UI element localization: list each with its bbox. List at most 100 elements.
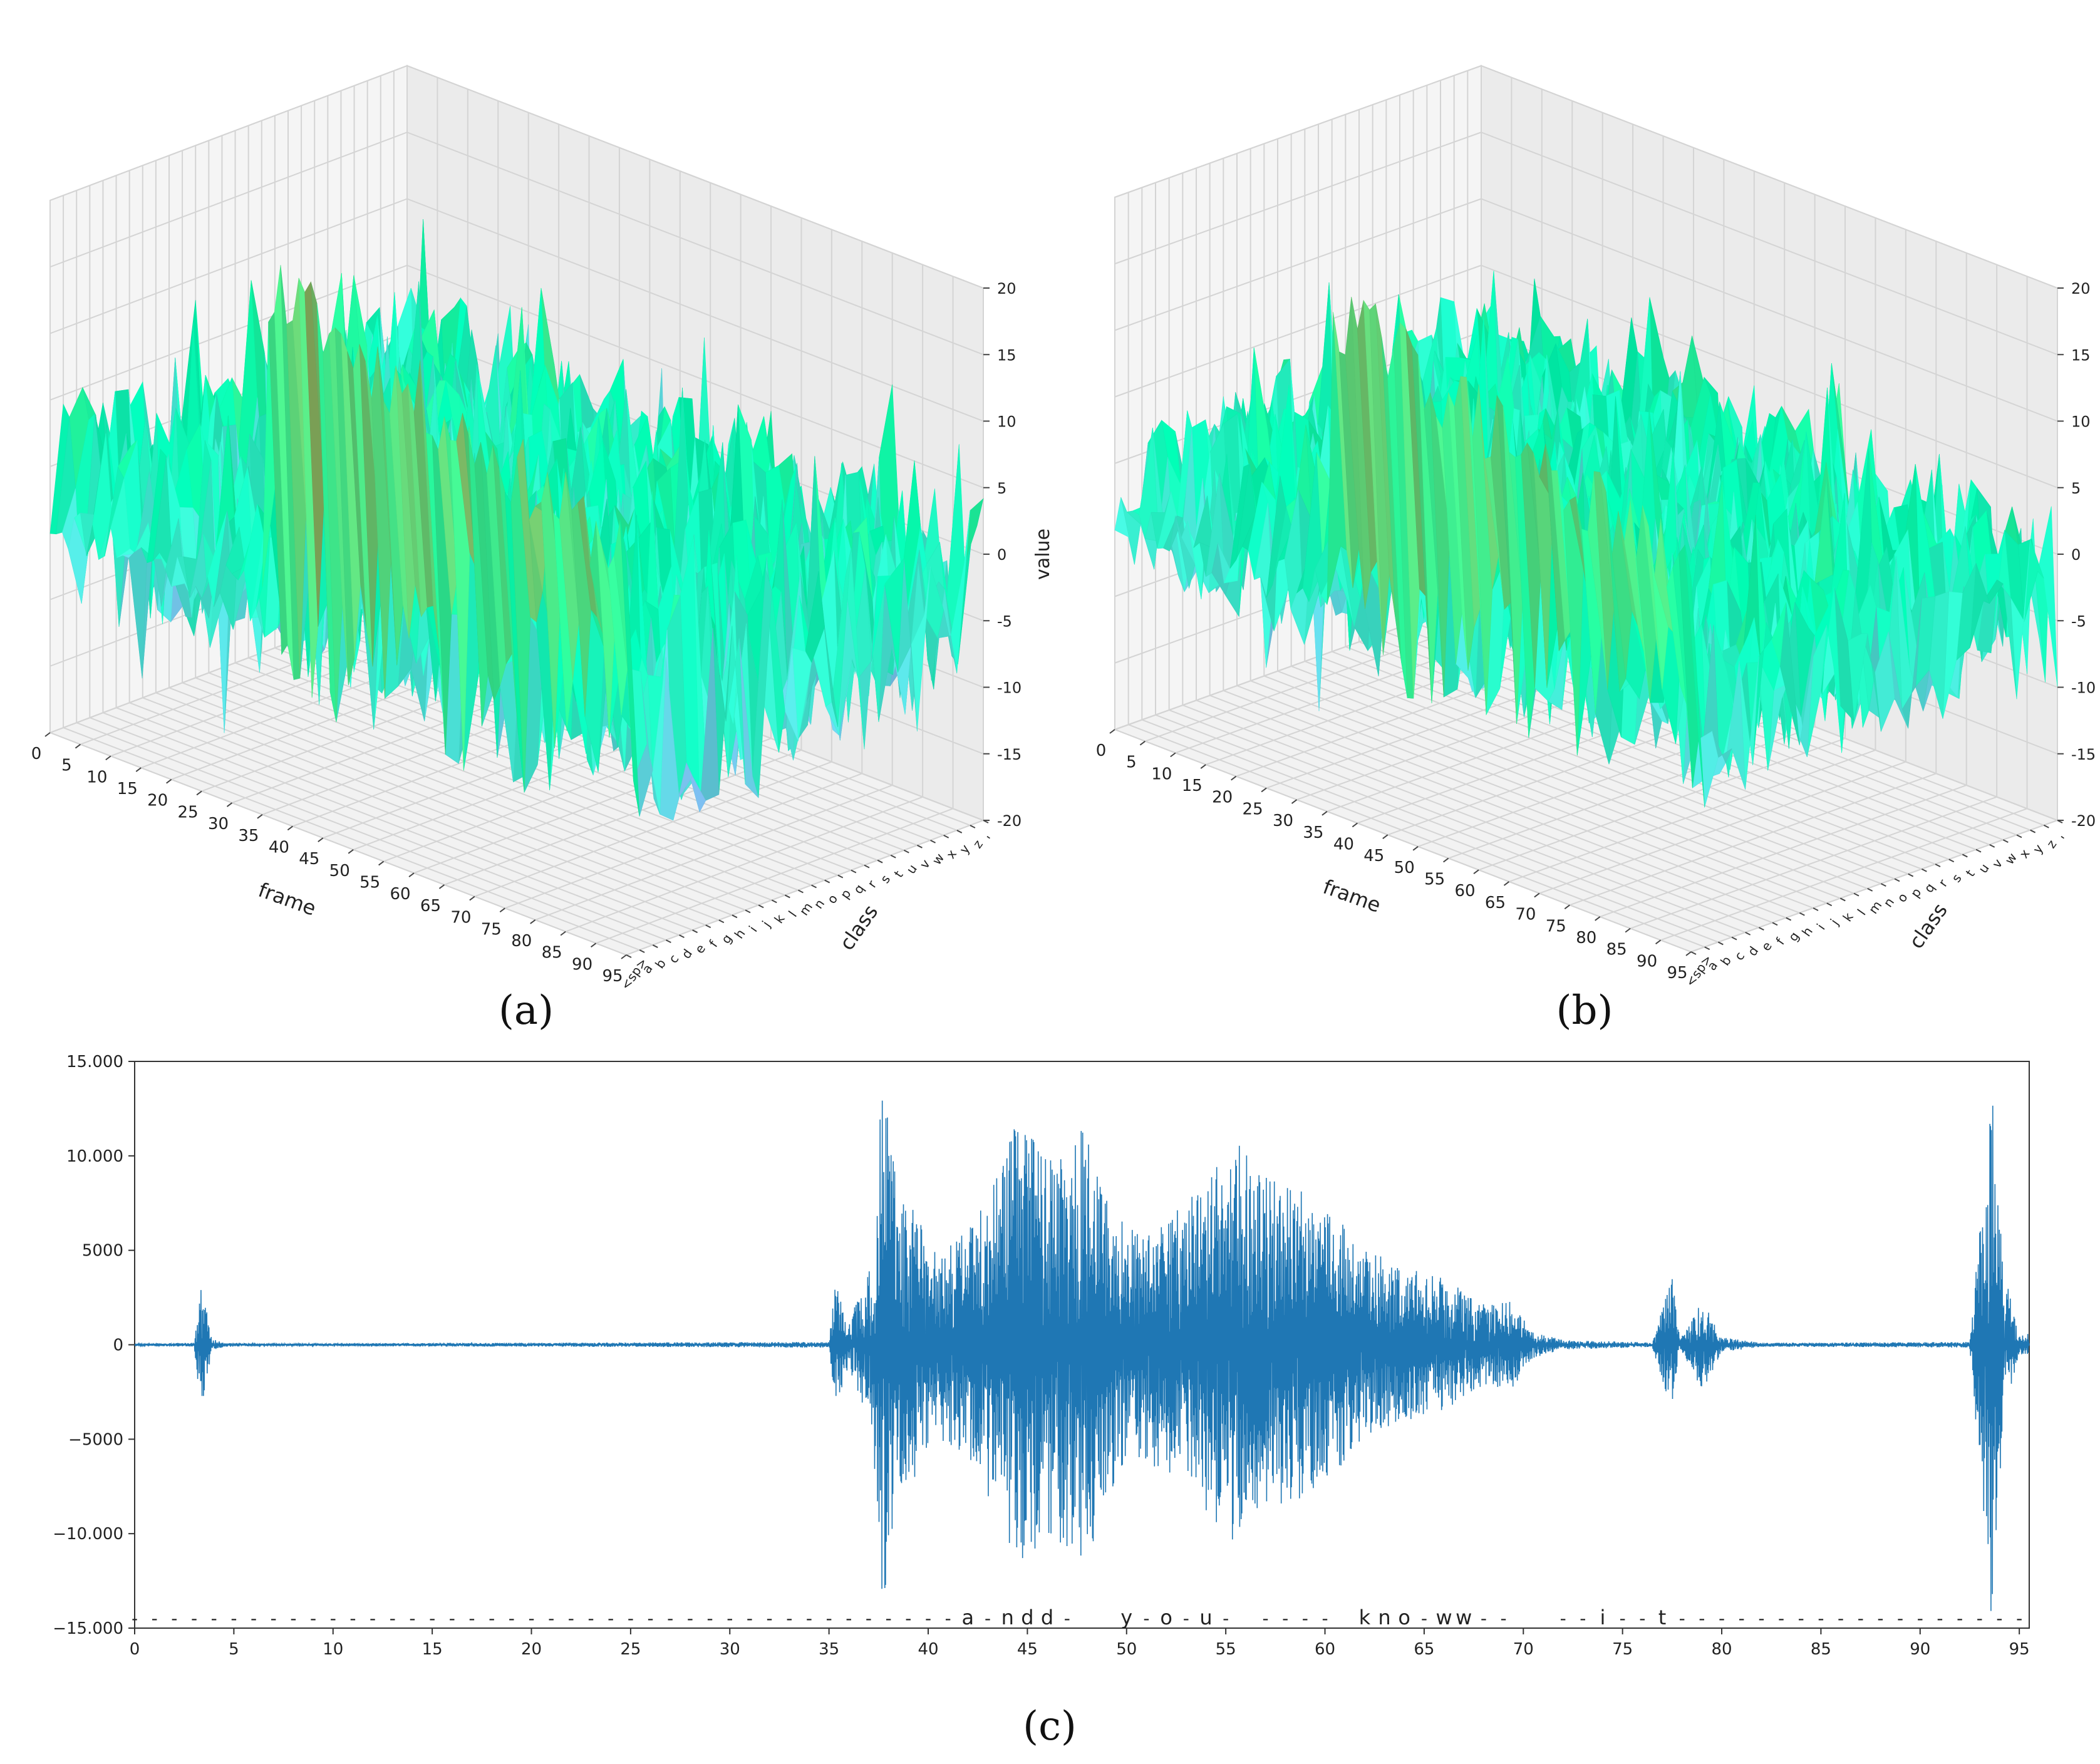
frame-tick-label: 25 (178, 803, 199, 822)
class-tick-label: s (877, 872, 894, 886)
frame-tick (75, 743, 81, 749)
frame-tick (590, 942, 597, 948)
class-tick-label: f (706, 937, 721, 950)
grid-line (49, 732, 627, 956)
frame-tick-label: 70 (450, 909, 471, 927)
frame-tick (621, 954, 627, 959)
frame-tick-label: 75 (481, 920, 502, 939)
frame-tick (408, 872, 415, 878)
frame-tick (44, 732, 51, 737)
class-tick-label: z (970, 837, 986, 851)
frame-tick-label: 60 (390, 885, 411, 904)
frame-tick (530, 919, 536, 924)
grid-line (49, 132, 408, 268)
value-tick-label: 20 (997, 280, 1016, 297)
frame-tick-label: 50 (329, 862, 350, 880)
frame-tick-label: 65 (420, 897, 441, 916)
class-tick (652, 944, 658, 948)
value-tick-label: -10 (997, 679, 1022, 697)
frame-tick-label: 15 (117, 780, 138, 798)
value-tick-label: -20 (997, 812, 1022, 830)
panel-b-surface-plot: 05101520253035404550556065707580859095<s… (1096, 64, 2096, 989)
value-tick-label: 0 (997, 546, 1006, 564)
class-tick (692, 929, 698, 934)
frame-tick-label: 5 (61, 756, 72, 775)
frame-tick-label: 45 (299, 850, 319, 869)
grid-line (222, 667, 799, 891)
value-tick-label: -15 (997, 746, 1022, 763)
grid-line (195, 677, 772, 901)
class-tick (877, 859, 883, 864)
frame-tick (378, 860, 385, 866)
frame-tick (257, 813, 263, 819)
class-tick (758, 904, 764, 909)
panel-a-surface-plot: 05101520253035404550556065707580859095<s… (31, 64, 1054, 993)
value-tick-label: -5 (997, 612, 1012, 630)
value-tick-label: 10 (997, 413, 1016, 431)
value-tick-label: 15 (997, 346, 1016, 364)
frame-tick (287, 825, 293, 831)
surface (49, 219, 984, 821)
class-tick-label: j (758, 918, 773, 930)
frame-axis-label: frame (255, 878, 319, 921)
grid-line (129, 702, 706, 926)
class-tick-label: r (864, 877, 880, 890)
frame-tick-label: 20 (147, 792, 168, 810)
class-tick (771, 899, 777, 904)
grid-line (406, 65, 984, 289)
grid-line (406, 132, 984, 356)
value-tick-label: 5 (997, 480, 1006, 497)
frame-tick-label: 55 (359, 874, 380, 892)
grid-line (155, 692, 733, 916)
class-tick (797, 889, 804, 894)
class-tick (970, 825, 976, 828)
class-tick (705, 924, 711, 929)
class-tick (930, 839, 936, 843)
class-tick-label: i (746, 923, 760, 934)
frame-tick (196, 790, 202, 796)
class-tick (837, 874, 844, 879)
grid-line (596, 808, 953, 944)
grid-line (49, 264, 408, 401)
grid-line (89, 717, 666, 941)
class-tick (851, 869, 857, 874)
grid-line (474, 761, 832, 897)
class-tick (665, 939, 671, 944)
frame-tick (135, 767, 142, 772)
frame-tick (438, 884, 445, 889)
grid-line (168, 687, 746, 911)
grid-line (182, 682, 759, 906)
grid-line (63, 727, 640, 951)
grid-line (49, 65, 408, 201)
grid-line (142, 697, 720, 921)
grid-line (565, 796, 923, 932)
frame-tick (499, 907, 505, 913)
grid-line (406, 198, 984, 422)
frame-tick (560, 931, 566, 936)
class-tick (864, 864, 870, 869)
value-axis-label: value (1032, 529, 1054, 580)
class-tick (956, 830, 963, 833)
class-tick (811, 884, 817, 889)
frame-tick-label: 80 (511, 932, 532, 951)
class-tick (718, 919, 725, 924)
class-tick (903, 849, 909, 854)
class-tick-label: t (891, 868, 906, 880)
class-tick (943, 834, 949, 838)
frame-tick-label: 40 (269, 838, 289, 857)
grid-line (116, 707, 693, 931)
frame-tick (166, 778, 172, 784)
frame-tick (105, 755, 111, 761)
class-tick (639, 949, 645, 953)
grid-line (103, 712, 680, 936)
class-tick-label: k (771, 911, 788, 926)
class-tick (784, 894, 790, 899)
frame-tick-label: 0 (31, 745, 42, 763)
frame-tick-label: 35 (238, 827, 259, 845)
frame-tick-label: 10 (86, 768, 107, 787)
grid-line (76, 722, 653, 946)
class-axis-label: class (835, 900, 883, 955)
frame-tick (348, 849, 354, 854)
class-tick (824, 879, 830, 884)
